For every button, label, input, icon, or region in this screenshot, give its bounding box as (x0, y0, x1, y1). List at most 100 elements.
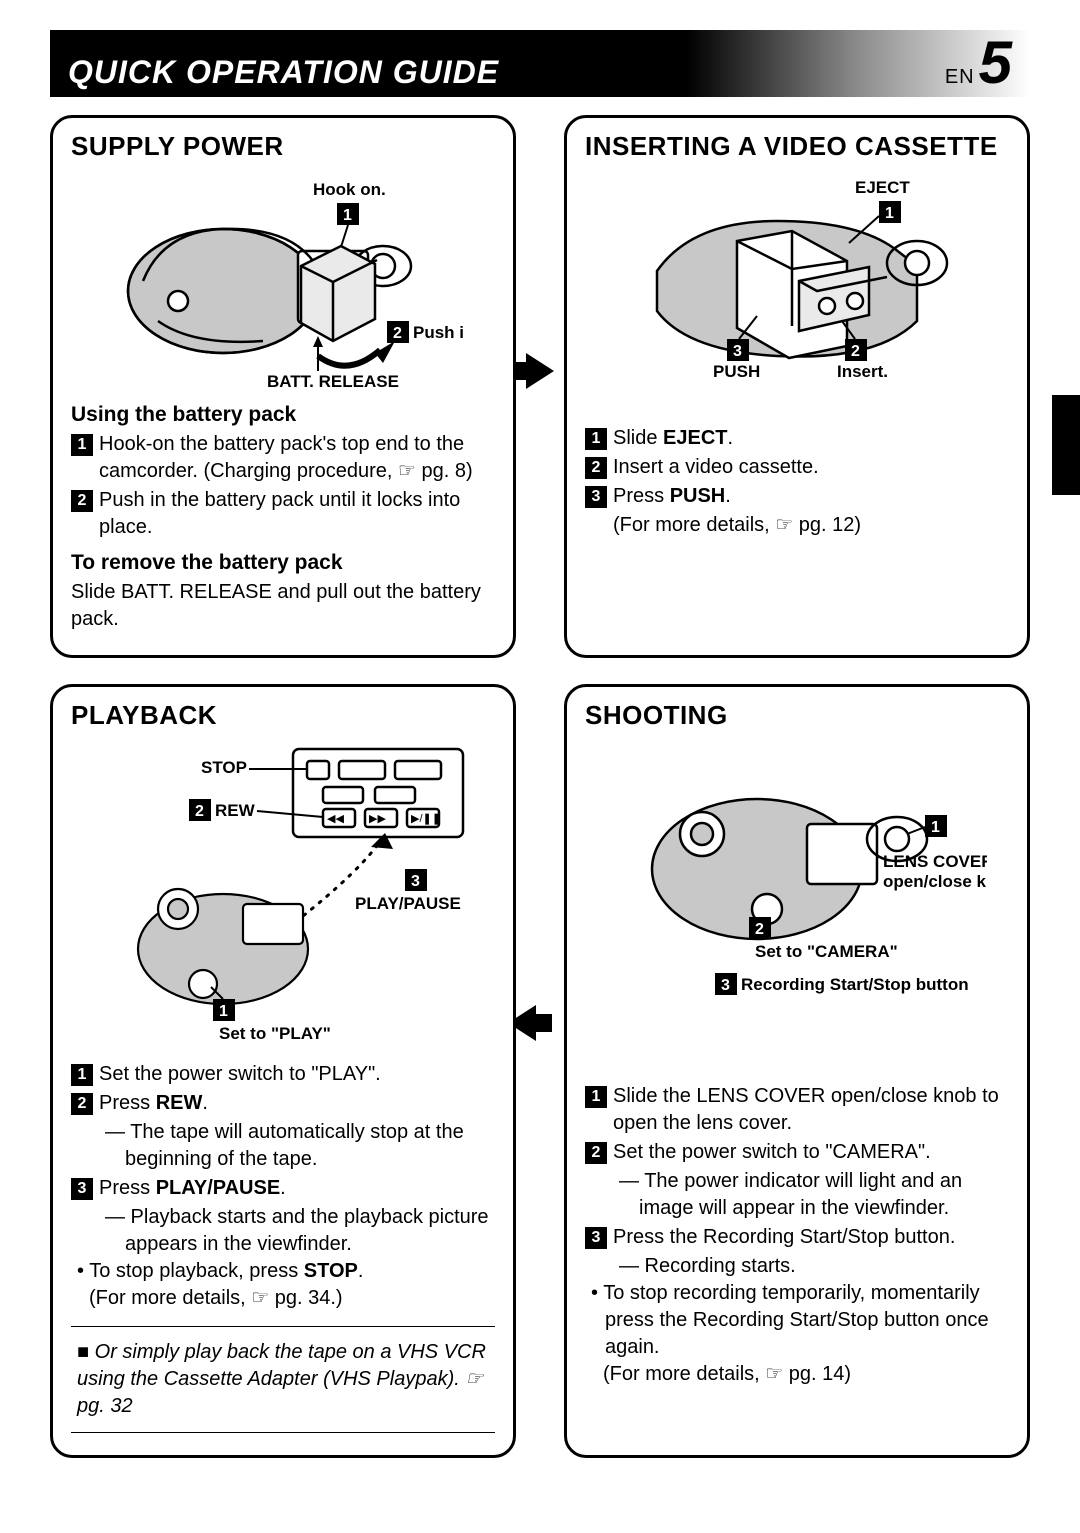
t: • To stop playback, press (77, 1260, 304, 1282)
bullet: • To stop recording temporarily, momenta… (591, 1280, 1009, 1361)
note-text: ■ Or simply play back the tape on a VHS … (77, 1341, 486, 1417)
svg-text:2: 2 (851, 343, 860, 360)
panel-shooting: SHOOTING 1 LENS COVER open/close knob (564, 684, 1030, 1459)
svg-text:2: 2 (393, 325, 402, 342)
svg-text:1: 1 (931, 819, 940, 836)
svg-text:LENS COVER: LENS COVER (883, 852, 987, 871)
t: Press (99, 1092, 156, 1114)
svg-text:BATT. RELEASE: BATT. RELEASE (267, 372, 399, 391)
step-text: Slide EJECT. (613, 425, 1009, 452)
step: 1 Slide the LENS COVER open/close knob t… (585, 1083, 1009, 1137)
svg-text:1: 1 (885, 205, 894, 222)
diagram-cassette: EJECT 1 2 Insert. 3 PUSH (585, 171, 1009, 391)
substep: — Recording starts. (619, 1253, 1009, 1280)
t: . (358, 1260, 364, 1282)
content-grid: SUPPLY POWER (50, 115, 1030, 1458)
svg-text:Hook on.: Hook on. (313, 180, 386, 199)
step: 1 Set the power switch to "PLAY". (71, 1061, 495, 1088)
t: PUSH (670, 485, 726, 507)
page-num: 5 (979, 36, 1012, 90)
step: 1 Hook-on the battery pack's top end to … (71, 431, 495, 485)
lang-label: EN (945, 66, 975, 89)
svg-text:PUSH: PUSH (713, 362, 760, 381)
step-badge: 2 (71, 490, 93, 512)
page-header: QUICK OPERATION GUIDE EN 5 (50, 30, 1030, 97)
svg-text:▶▶: ▶▶ (369, 813, 386, 825)
step-text: Slide the LENS COVER open/close knob to … (613, 1083, 1009, 1137)
svg-text:2: 2 (195, 803, 204, 820)
page-number: EN 5 (945, 36, 1012, 90)
panel-title: SUPPLY POWER (71, 132, 495, 161)
subhead-remove-battery: To remove the battery pack (71, 551, 495, 575)
step-badge: 3 (71, 1178, 93, 1200)
panel-supply-power: SUPPLY POWER (50, 115, 516, 658)
step: 3 Press the Recording Start/Stop button. (585, 1224, 1009, 1251)
diagram-supply-power: Hook on. 1 2 Push in. BATT. RELEASE (71, 171, 495, 391)
step-text: Set the power switch to "PLAY". (99, 1061, 495, 1088)
step: 2 Push in the battery pack until it lock… (71, 487, 495, 541)
t: Slide (613, 427, 663, 449)
t: PLAY/PAUSE (156, 1177, 280, 1199)
step-badge: 2 (585, 1142, 607, 1164)
svg-text:STOP: STOP (201, 758, 247, 777)
svg-text:3: 3 (721, 977, 730, 994)
step-badge: 3 (585, 1227, 607, 1249)
substep: — The power indicator will light and an … (619, 1168, 1009, 1222)
svg-text:Push in.: Push in. (413, 323, 463, 342)
more-details: (For more details, ☞ pg. 14) (603, 1361, 1009, 1388)
t: REW (156, 1092, 203, 1114)
more-details: (For more details, ☞ pg. 34.) (89, 1285, 495, 1312)
page-title: QUICK OPERATION GUIDE (68, 54, 499, 91)
svg-text:▶/❚❚: ▶/❚❚ (411, 813, 441, 825)
step-text: Press PLAY/PAUSE. (99, 1175, 495, 1202)
panel-playback: PLAYBACK ◀◀ ▶▶ ▶/❚❚ S (50, 684, 516, 1459)
step-badge: 1 (71, 434, 93, 456)
panel-title: SHOOTING (585, 701, 1009, 730)
step-text: Push in the battery pack until it locks … (99, 487, 495, 541)
svg-text:Insert.: Insert. (837, 362, 888, 381)
step-text: Press the Recording Start/Stop button. (613, 1224, 1009, 1251)
svg-text:open/close knob: open/close knob (883, 872, 987, 891)
step: 2 Press REW. (71, 1090, 495, 1117)
svg-text:1: 1 (219, 1003, 228, 1020)
step-text: Set the power switch to "CAMERA". (613, 1139, 1009, 1166)
step: 1 Slide EJECT. (585, 425, 1009, 452)
step: 3 Press PUSH. (585, 483, 1009, 510)
t: EJECT (663, 427, 727, 449)
step-badge: 2 (71, 1093, 93, 1115)
arrow-right-icon (526, 353, 554, 389)
svg-text:EJECT: EJECT (855, 178, 910, 197)
substep: — The tape will automatically stop at th… (105, 1119, 495, 1173)
svg-text:Set to "CAMERA": Set to "CAMERA" (755, 942, 898, 961)
svg-text:2: 2 (755, 921, 764, 938)
svg-text:REW: REW (215, 801, 256, 820)
step-badge: 1 (585, 1086, 607, 1108)
note-box: ■ Or simply play back the tape on a VHS … (71, 1326, 495, 1433)
t: Press (613, 485, 670, 507)
t: . (725, 485, 731, 507)
svg-text:◀◀: ◀◀ (327, 813, 344, 825)
remove-text: Slide BATT. RELEASE and pull out the bat… (71, 579, 495, 633)
t: Press (99, 1177, 156, 1199)
step-text: Hook-on the battery pack's top end to th… (99, 431, 495, 485)
svg-text:3: 3 (733, 343, 742, 360)
t: . (280, 1177, 286, 1199)
bullet: • To stop playback, press STOP. (77, 1258, 495, 1285)
t: STOP (304, 1260, 358, 1282)
side-tab (1052, 395, 1080, 495)
svg-text:3: 3 (411, 873, 420, 890)
step-badge: 2 (585, 457, 607, 479)
step-text: Insert a video cassette. (613, 454, 1009, 481)
step-badge: 1 (585, 428, 607, 450)
step-text: Press PUSH. (613, 483, 1009, 510)
svg-text:Set to "PLAY": Set to "PLAY" (219, 1024, 331, 1043)
step-text: Press REW. (99, 1090, 495, 1117)
svg-text:1: 1 (343, 207, 352, 224)
step: 2 Set the power switch to "CAMERA". (585, 1139, 1009, 1166)
diagram-playback: ◀◀ ▶▶ ▶/❚❚ STOP 2 REW 3 PLAY/PAUSE (71, 739, 495, 1049)
more-details: (For more details, ☞ pg. 12) (613, 512, 1009, 539)
substep: — Playback starts and the playback pictu… (105, 1204, 495, 1258)
panel-title: INSERTING A VIDEO CASSETTE (585, 132, 1009, 161)
diagram-shooting: 1 LENS COVER open/close knob 2 Set to "C… (585, 739, 1009, 1029)
subhead-using-battery: Using the battery pack (71, 403, 495, 427)
